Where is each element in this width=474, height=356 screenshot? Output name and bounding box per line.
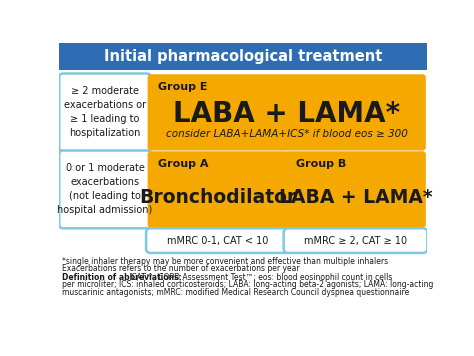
FancyBboxPatch shape — [59, 43, 427, 317]
FancyBboxPatch shape — [59, 74, 151, 151]
Text: *single inhaler therapy may be more convenient and effective than multiple inhal: *single inhaler therapy may be more conv… — [63, 257, 389, 266]
FancyBboxPatch shape — [147, 151, 288, 227]
FancyBboxPatch shape — [59, 43, 427, 70]
Text: 0 or 1 moderate
exacerbations
(not leading to
hospital admission): 0 or 1 moderate exacerbations (not leadi… — [57, 163, 153, 215]
Text: Group B: Group B — [296, 159, 346, 169]
Text: LABA + LAMA*: LABA + LAMA* — [279, 188, 432, 207]
Text: Group A: Group A — [158, 159, 209, 169]
FancyBboxPatch shape — [59, 151, 151, 228]
Text: ≥ 2 moderate
exacerbations or
≥ 1 leading to
hospitalization: ≥ 2 moderate exacerbations or ≥ 1 leadin… — [64, 87, 146, 138]
Text: per microliter; ICS: inhaled corticosteroids; LABA: long-acting beta-2 agonists;: per microliter; ICS: inhaled corticoster… — [63, 280, 434, 289]
Text: mMRC 0-1, CAT < 10: mMRC 0-1, CAT < 10 — [167, 236, 269, 246]
Text: Bronchodilator: Bronchodilator — [139, 188, 297, 207]
FancyBboxPatch shape — [285, 151, 426, 227]
Text: Group E: Group E — [158, 82, 208, 91]
FancyBboxPatch shape — [283, 228, 428, 253]
Text: LABA + LAMA*: LABA + LAMA* — [173, 100, 400, 128]
Text: Initial pharmacological treatment: Initial pharmacological treatment — [104, 49, 382, 64]
FancyBboxPatch shape — [147, 74, 426, 151]
FancyBboxPatch shape — [146, 228, 290, 253]
Text: Exacerbations refers to the number of exacerbations per year: Exacerbations refers to the number of ex… — [63, 264, 300, 273]
Text: consider LABA+LAMA+ICS* if blood eos ≥ 300: consider LABA+LAMA+ICS* if blood eos ≥ 3… — [166, 129, 408, 139]
Text: mMRC ≥ 2, CAT ≥ 10: mMRC ≥ 2, CAT ≥ 10 — [304, 236, 407, 246]
Text: Definition of abbreviations:: Definition of abbreviations: — [63, 273, 182, 282]
Text: muscarinic antagonists; mMRC: modified Medical Research Council dyspnea question: muscarinic antagonists; mMRC: modified M… — [63, 288, 410, 297]
Text: CAT™: COPD Assessment Test™; eos: blood eosinophil count in cells: CAT™: COPD Assessment Test™; eos: blood … — [129, 273, 392, 282]
